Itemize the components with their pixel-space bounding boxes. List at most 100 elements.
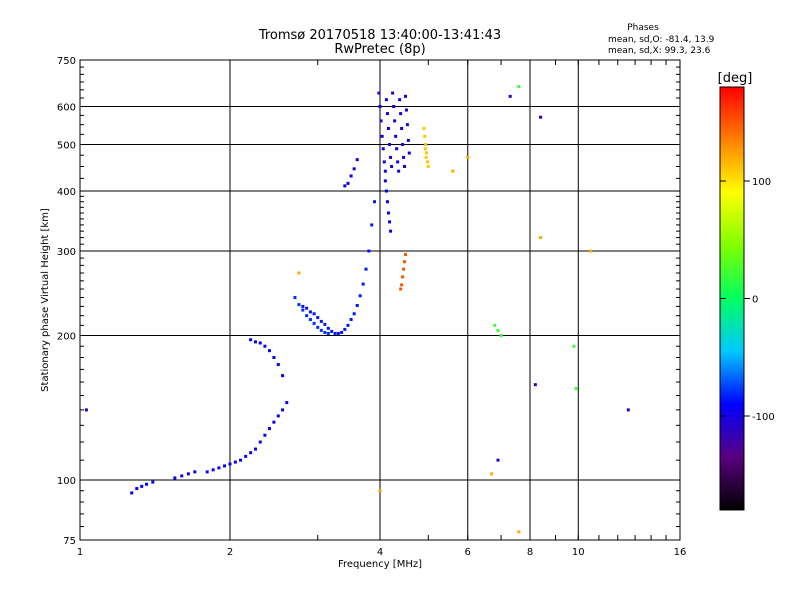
colorbar-tick-label: 0 [752, 295, 758, 306]
x-axis-ticks: 1 2 4 6 8 10 16 [77, 60, 687, 558]
data-point [340, 330, 344, 334]
colorbar-tick-label: -100 [752, 412, 775, 423]
y-tick-label: 300 [57, 247, 76, 258]
data-point [395, 147, 399, 151]
data-point [352, 167, 356, 171]
data-point [276, 363, 280, 367]
data-point [130, 491, 134, 495]
x-tick-label: 16 [674, 547, 687, 558]
data-point [380, 134, 384, 138]
data-point [373, 200, 377, 204]
data-point [316, 325, 320, 329]
grid-lines [80, 60, 680, 540]
data-point [312, 312, 316, 316]
data-point [378, 105, 382, 109]
data-point [346, 323, 350, 327]
data-point [424, 143, 428, 147]
data-point [401, 275, 405, 279]
data-point [186, 472, 190, 476]
y-axis-label: Stationary phase Virtual Height [km] [40, 208, 51, 392]
chart-subtitle: RwPretec (8p) [334, 42, 425, 57]
data-point [180, 474, 184, 478]
data-point [297, 271, 301, 275]
data-point [589, 249, 593, 253]
data-point [367, 249, 371, 253]
data-point [466, 155, 470, 159]
data-point [364, 267, 368, 271]
data-point [145, 482, 149, 486]
stats-line-x: mean, sd,X: 99.3, 23.6 [608, 46, 711, 56]
data-point [384, 98, 388, 102]
data-point [305, 314, 309, 318]
data-point [493, 323, 497, 327]
data-point [211, 468, 215, 472]
data-point [323, 322, 327, 326]
data-point [399, 112, 403, 116]
data-point [355, 303, 359, 307]
data-point [383, 169, 387, 173]
data-point [319, 328, 323, 332]
data-point [425, 151, 429, 155]
y-tick-label: 200 [57, 332, 76, 343]
data-point [397, 169, 401, 173]
data-point [517, 530, 521, 534]
y-tick-label: 400 [57, 187, 76, 198]
y-tick-label: 600 [57, 103, 76, 114]
data-point [403, 164, 407, 168]
data-point [312, 321, 316, 325]
data-point [217, 466, 221, 470]
data-point [352, 312, 356, 316]
data-point [385, 200, 389, 204]
y-tick-label: 100 [57, 476, 76, 487]
x-axis-label: Frequency [MHz] [338, 559, 422, 570]
data-point [400, 283, 404, 287]
data-point [343, 327, 347, 331]
data-point [533, 383, 537, 387]
colorbar-label: [deg] [718, 71, 753, 86]
data-point [326, 331, 330, 335]
data-point [233, 460, 237, 464]
data-point [228, 462, 232, 466]
data-point [301, 308, 305, 312]
data-point [389, 155, 393, 159]
data-point [572, 344, 576, 348]
x-tick-label: 8 [527, 547, 533, 558]
data-point [361, 282, 365, 286]
data-point [496, 458, 500, 462]
data-point [508, 94, 512, 98]
data-point [305, 306, 309, 310]
x-tick-label: 6 [465, 547, 471, 558]
x-tick-label: 4 [377, 547, 383, 558]
data-point [386, 126, 390, 130]
data-points [84, 85, 630, 534]
data-point [401, 143, 405, 147]
data-point [405, 123, 409, 127]
y-axis-ticks: 75 100 200 300 400 500 600 750 [57, 56, 680, 547]
data-point [490, 472, 494, 476]
data-point [249, 451, 253, 455]
data-point [349, 317, 353, 321]
data-point [383, 179, 387, 183]
data-point [388, 143, 392, 147]
data-point [402, 155, 406, 159]
data-point [336, 331, 340, 335]
data-point [358, 294, 362, 298]
data-point [316, 316, 320, 320]
data-point [422, 126, 426, 130]
colorbar-ticks: 100 0 -100 [720, 177, 775, 423]
data-point [517, 85, 521, 89]
data-point [272, 355, 276, 359]
data-point [239, 458, 243, 462]
data-point [326, 326, 330, 330]
data-point [403, 253, 407, 257]
colorbar [719, 86, 745, 511]
data-point [301, 304, 305, 308]
data-point [393, 119, 397, 123]
data-point [370, 223, 374, 227]
data-point [407, 151, 411, 155]
data-point [349, 174, 353, 178]
data-point [151, 480, 155, 484]
stats-title: Phases [627, 23, 659, 33]
data-point [388, 220, 392, 224]
data-point [404, 108, 408, 112]
